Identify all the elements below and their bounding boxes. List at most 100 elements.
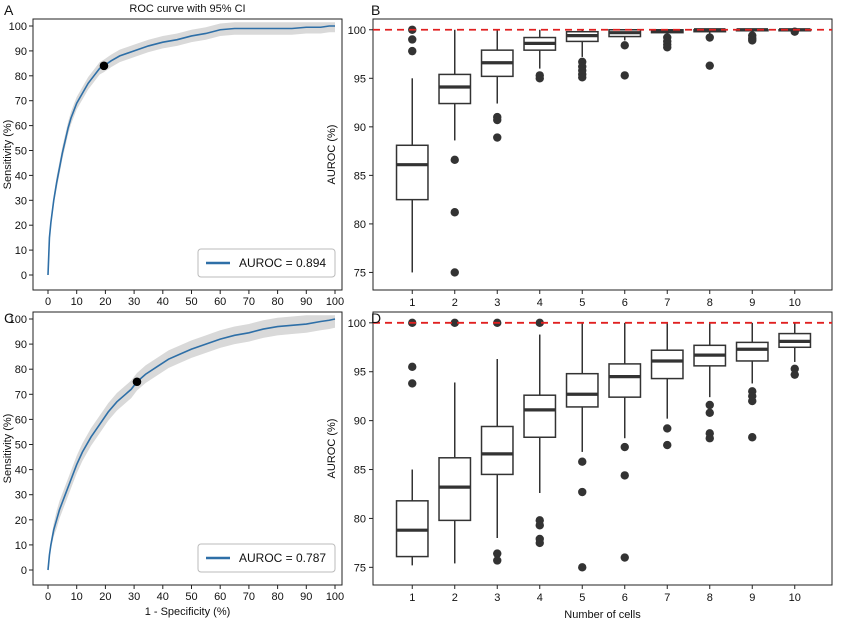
y-tick-label: 90 bbox=[354, 122, 366, 134]
y-tick-label: 75 bbox=[354, 562, 366, 574]
box-group bbox=[693, 322, 727, 443]
box-group bbox=[395, 318, 429, 566]
box-group bbox=[395, 25, 429, 273]
y-tick-label: 0 bbox=[21, 565, 27, 577]
x-tick-label: 7 bbox=[664, 592, 670, 604]
panel-label: B bbox=[371, 2, 380, 18]
box-group bbox=[438, 318, 472, 564]
outlier-point bbox=[663, 43, 672, 52]
box bbox=[438, 457, 472, 522]
outlier-point bbox=[493, 133, 502, 142]
y-tick-label: 70 bbox=[15, 96, 27, 108]
x-tick-label: 10 bbox=[789, 592, 801, 604]
panel-b: 75 80 85 90 95 100 1 2 3 4 5 6 7 8 9 10 AUROC (%) B bbox=[326, 2, 833, 309]
panel-d: 75 80 85 90 95 100 1 2 3 4 5 6 7 8 9 10 AUROC (%) Number … bbox=[326, 310, 833, 621]
plot-frame bbox=[372, 18, 833, 291]
x-tick-label: 1 bbox=[409, 592, 415, 604]
y-tick-label: 10 bbox=[15, 245, 27, 257]
outlier-point bbox=[493, 115, 502, 125]
outlier-point bbox=[450, 155, 459, 165]
x-tick-label: 70 bbox=[243, 591, 255, 603]
x-tick-label: 4 bbox=[537, 592, 543, 604]
outlier-point bbox=[705, 400, 714, 410]
outlier-point bbox=[450, 268, 459, 277]
x-tick-label: 8 bbox=[707, 592, 713, 604]
x-tick-label: 50 bbox=[185, 591, 197, 603]
x-tick-label: 90 bbox=[300, 296, 312, 308]
x-tick-label: 100 bbox=[326, 591, 344, 603]
outlier-point bbox=[705, 434, 714, 443]
y-tick-label: 90 bbox=[354, 416, 366, 428]
optimal-threshold-point bbox=[99, 61, 109, 71]
outlier-point bbox=[748, 396, 757, 406]
outlier-point bbox=[535, 74, 544, 83]
y-tick-label: 100 bbox=[9, 21, 27, 33]
y-tick-label: 95 bbox=[354, 73, 366, 85]
y-tick-label: 100 bbox=[348, 318, 366, 330]
y-axis-label: AUROC (%) bbox=[326, 419, 338, 479]
y-tick-label: 70 bbox=[15, 389, 27, 401]
y-tick-label: 80 bbox=[354, 513, 366, 525]
x-tick-label: 30 bbox=[128, 591, 140, 603]
outlier-point bbox=[790, 27, 799, 36]
outlier-point bbox=[408, 379, 417, 388]
box bbox=[565, 372, 599, 408]
chart-title: ROC curve with 95% CI bbox=[129, 3, 245, 15]
box-group bbox=[650, 322, 684, 450]
box-group bbox=[608, 29, 642, 80]
x-tick-label: 2 bbox=[452, 592, 458, 604]
box bbox=[735, 341, 769, 362]
outlier-point bbox=[408, 35, 417, 44]
outlier-point bbox=[663, 424, 672, 433]
x-tick-label: 30 bbox=[128, 296, 140, 308]
outlier-point bbox=[663, 440, 672, 450]
x-tick-label: 9 bbox=[749, 297, 755, 309]
box bbox=[480, 425, 514, 476]
outlier-point bbox=[535, 538, 544, 548]
optimal-threshold-point bbox=[132, 377, 142, 387]
box bbox=[523, 394, 557, 439]
x-tick-label: 70 bbox=[243, 296, 255, 308]
x-tick-label: 5 bbox=[579, 297, 585, 309]
y-tick-label: 50 bbox=[15, 440, 27, 452]
y-tick-label: 40 bbox=[15, 465, 27, 477]
x-tick-label: 0 bbox=[45, 296, 51, 308]
x-tick-label: 8 bbox=[707, 297, 713, 309]
outlier-point bbox=[535, 521, 544, 530]
box bbox=[395, 144, 429, 201]
x-tick-label: 3 bbox=[494, 592, 500, 604]
box-group bbox=[778, 322, 812, 379]
y-tick-label: 75 bbox=[354, 267, 366, 279]
y-tick-label: 100 bbox=[9, 314, 27, 326]
x-tick-label: 2 bbox=[452, 297, 458, 309]
y-tick-label: 80 bbox=[354, 219, 366, 231]
x-tick-label: 60 bbox=[214, 296, 226, 308]
outlier-point bbox=[450, 208, 459, 217]
x-tick-label: 5 bbox=[579, 592, 585, 604]
x-tick-label: 80 bbox=[271, 296, 283, 308]
outlier-point bbox=[578, 73, 587, 82]
y-tick-label: 80 bbox=[15, 364, 27, 376]
box-group bbox=[480, 318, 514, 565]
x-tick-label: 1 bbox=[409, 297, 415, 309]
y-tick-label: 60 bbox=[15, 121, 27, 133]
x-tick-label: 20 bbox=[99, 296, 111, 308]
outlier-point bbox=[450, 318, 459, 328]
x-tick-label: 10 bbox=[789, 297, 801, 309]
box bbox=[438, 73, 472, 105]
y-tick-label: 40 bbox=[15, 170, 27, 182]
y-tick-label: 60 bbox=[15, 414, 27, 426]
x-tick-label: 80 bbox=[271, 591, 283, 603]
x-tick-label: 9 bbox=[749, 592, 755, 604]
y-tick-label: 10 bbox=[15, 540, 27, 552]
outlier-point bbox=[620, 471, 629, 480]
x-tick-label: 0 bbox=[45, 591, 51, 603]
box-group bbox=[480, 29, 514, 142]
x-tick-label: 6 bbox=[622, 592, 628, 604]
y-tick-label: 0 bbox=[21, 270, 27, 282]
outlier-point bbox=[578, 457, 587, 466]
outlier-point bbox=[705, 61, 714, 70]
outlier-point bbox=[748, 36, 757, 45]
outlier-point bbox=[535, 318, 544, 328]
